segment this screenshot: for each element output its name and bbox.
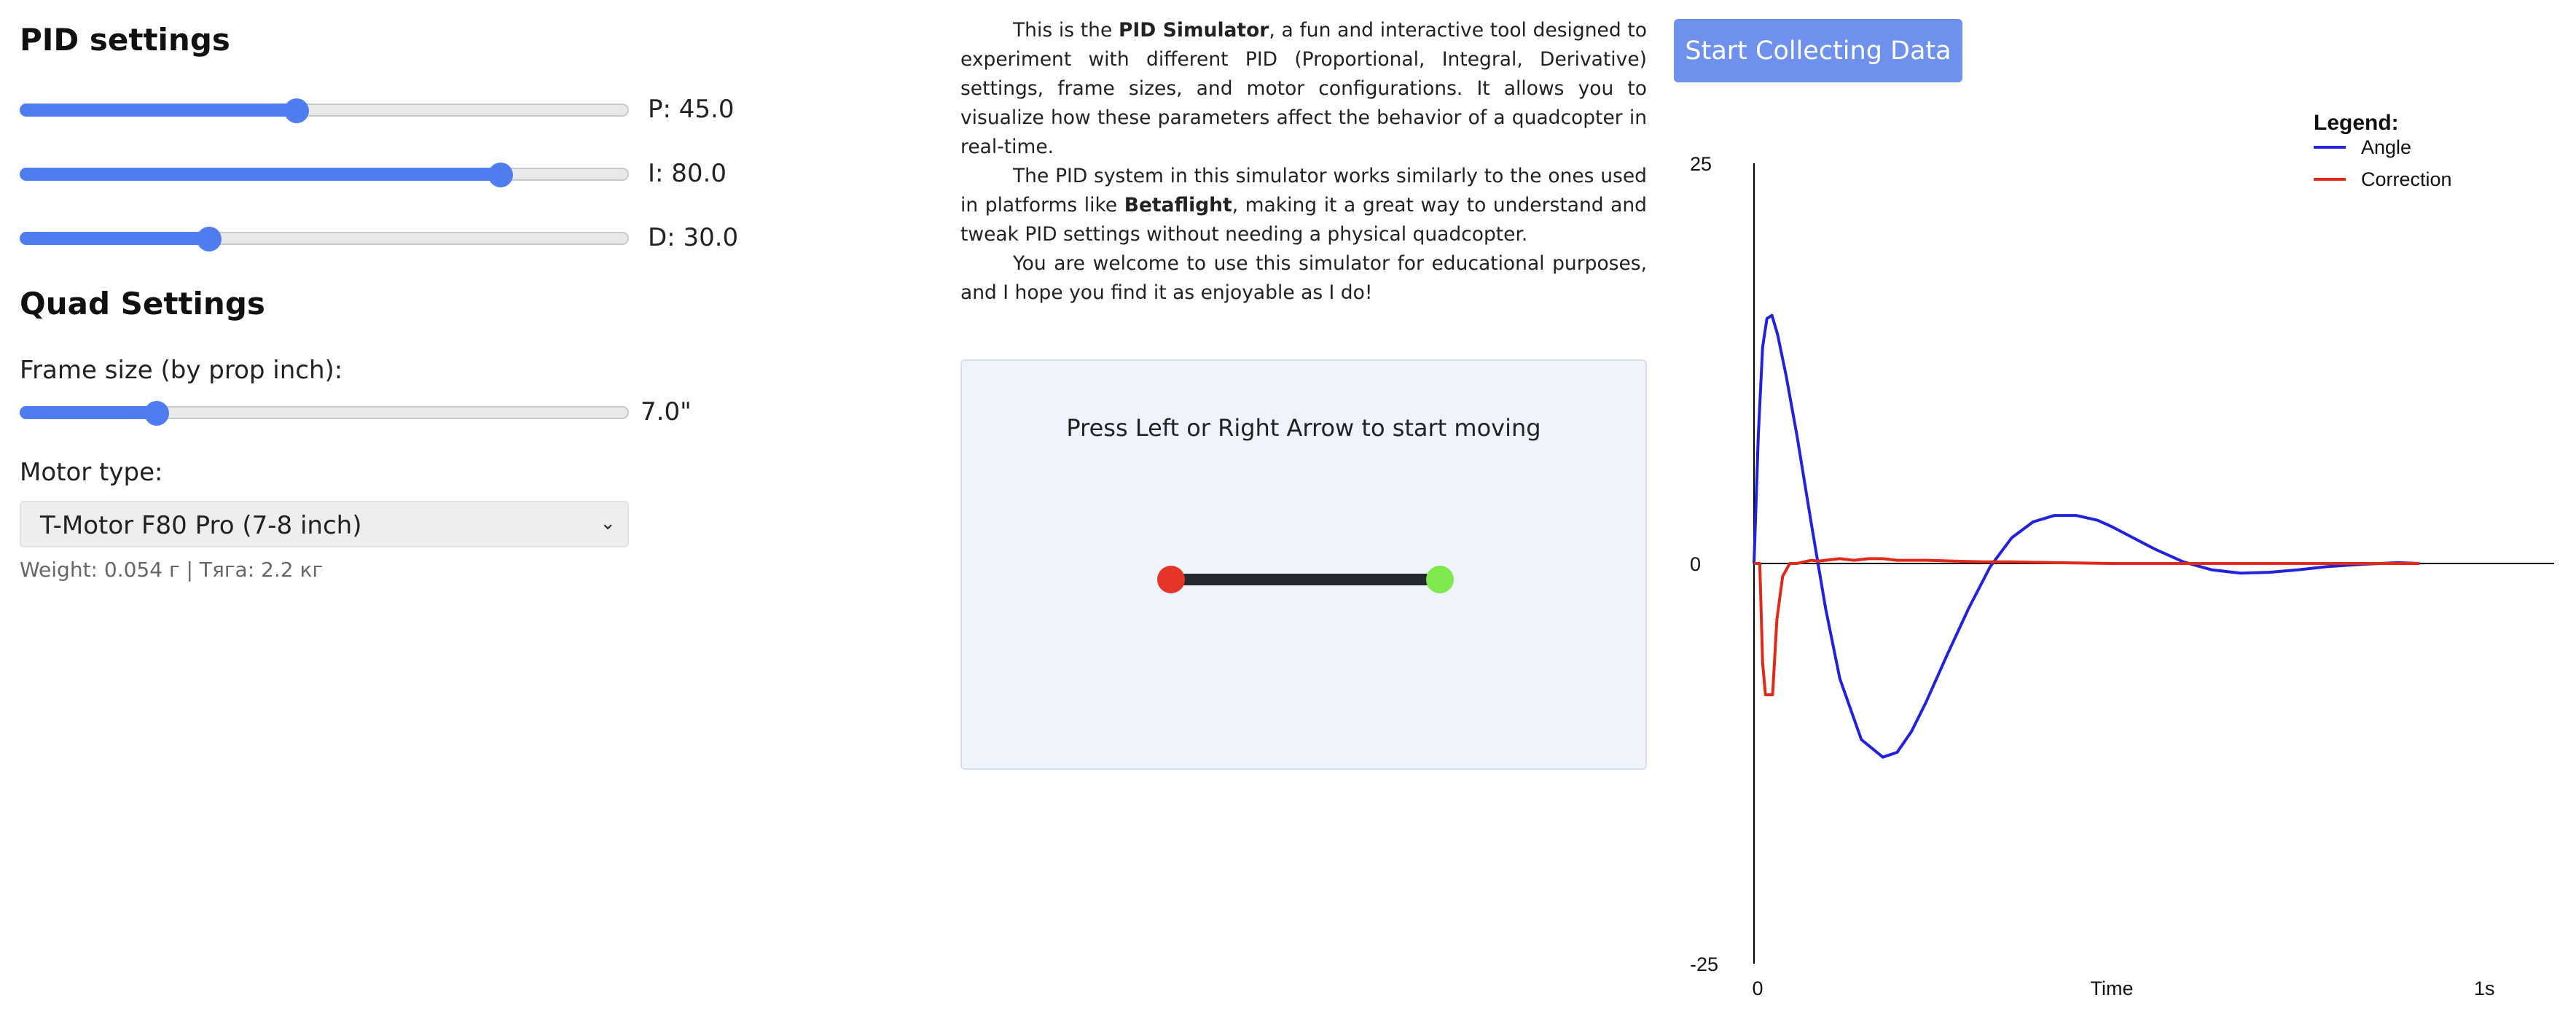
left-motor-dot bbox=[1157, 566, 1185, 593]
y-tick-label: 0 bbox=[1690, 553, 1701, 575]
quad-settings-heading: Quad Settings bbox=[20, 286, 265, 321]
d-slider[interactable] bbox=[20, 227, 629, 251]
series-line-correction bbox=[1754, 557, 2420, 697]
x-tick-label: 1s bbox=[2474, 978, 2495, 999]
frame-slider-thumb[interactable] bbox=[144, 401, 169, 426]
frame-size-label: Frame size (by prop inch): bbox=[20, 356, 343, 385]
legend-entry: Correction bbox=[2361, 168, 2452, 190]
quad-arm-bar bbox=[1171, 574, 1442, 585]
frame-slider-row: 7.0" bbox=[20, 390, 821, 434]
motor-selected-value: T-Motor F80 Pro (7-8 inch) bbox=[40, 511, 362, 540]
i-slider[interactable] bbox=[20, 163, 629, 187]
intro-text: This is the PID Simulator, a fun and int… bbox=[960, 16, 1647, 308]
x-tick-label: 0 bbox=[1752, 978, 1763, 999]
p-slider-thumb[interactable] bbox=[284, 98, 309, 123]
y-tick-label: 25 bbox=[1690, 153, 1712, 175]
legend-entry: Angle bbox=[2361, 136, 2411, 158]
betaflight-name: Betaflight bbox=[1124, 194, 1232, 216]
i-slider-row: I: 80.0 bbox=[20, 152, 821, 195]
d-slider-fill bbox=[20, 232, 209, 245]
p-slider[interactable] bbox=[20, 98, 629, 123]
y-tick-label: -25 bbox=[1690, 953, 1718, 975]
motor-type-label: Motor type: bbox=[20, 458, 163, 487]
right-motor-dot bbox=[1426, 566, 1454, 593]
motor-type-select[interactable]: T-Motor F80 Pro (7-8 inch) ⌄ bbox=[20, 501, 629, 547]
pid-chart: 25 0 -25 0 Time 1s Legend: Angle Correction bbox=[1674, 102, 2576, 1030]
chart-svg: 25 0 -25 0 Time 1s Legend:Angle Correction bbox=[1690, 111, 2554, 999]
pid-settings-heading: PID settings bbox=[20, 22, 230, 58]
simulator-canvas[interactable]: Press Left or Right Arrow to start movin… bbox=[960, 359, 1647, 770]
start-collecting-button[interactable]: Start Collecting Data bbox=[1674, 19, 1962, 82]
i-slider-thumb[interactable] bbox=[488, 163, 513, 187]
motor-specs-note: Weight: 0.054 г | Тяга: 2.2 кг bbox=[20, 558, 324, 582]
x-axis-label: Time bbox=[2091, 978, 2134, 999]
d-slider-row: D: 30.0 bbox=[20, 216, 821, 260]
legend-title: Legend: bbox=[2314, 111, 2399, 135]
chevron-down-icon: ⌄ bbox=[600, 512, 616, 534]
intro-paragraph-3: You are welcome to use this simulator fo… bbox=[960, 252, 1647, 304]
p-slider-row: P: 45.0 bbox=[20, 87, 821, 131]
pid-simulator-name: PID Simulator bbox=[1118, 19, 1269, 42]
d-slider-thumb[interactable] bbox=[197, 227, 222, 251]
frame-size-slider[interactable] bbox=[20, 401, 629, 426]
frame-size-value: 7.0" bbox=[641, 397, 692, 426]
frame-slider-fill bbox=[20, 406, 157, 419]
i-value-label: I: 80.0 bbox=[648, 159, 727, 188]
intro-paragraph-1: This is the PID Simulator, a fun and int… bbox=[960, 19, 1647, 158]
simulator-hint: Press Left or Right Arrow to start movin… bbox=[1066, 414, 1541, 442]
p-slider-fill bbox=[20, 104, 297, 117]
intro-paragraph-2: The PID system in this simulator works s… bbox=[960, 165, 1648, 246]
series-line-angle bbox=[1753, 313, 2420, 759]
i-slider-fill bbox=[20, 168, 501, 181]
d-value-label: D: 30.0 bbox=[648, 223, 739, 252]
p-value-label: P: 45.0 bbox=[648, 95, 735, 124]
